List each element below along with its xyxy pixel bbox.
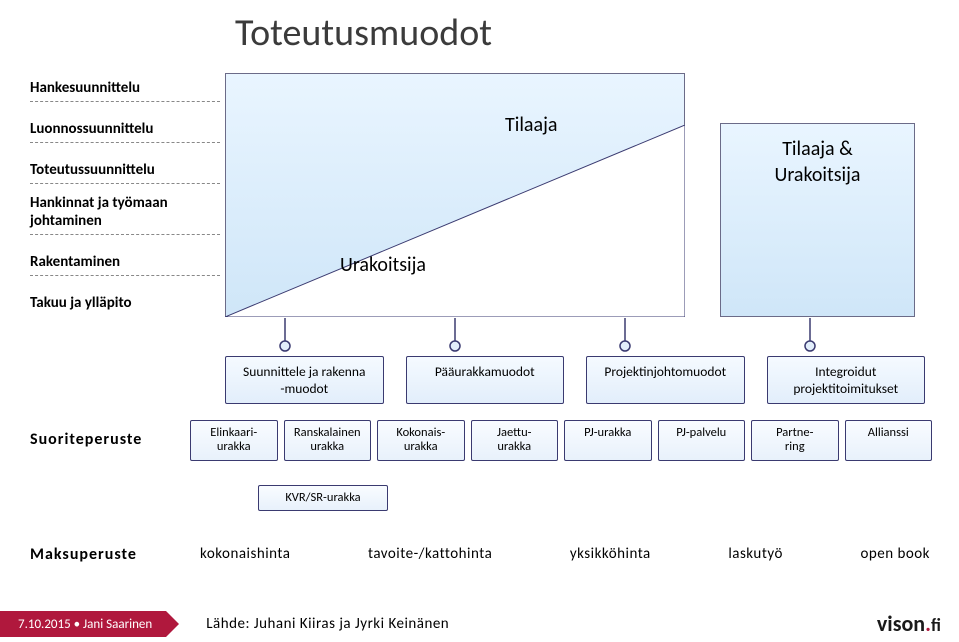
footer: 7.10.2015 • Jani Saarinen Lähde: Juhani … bbox=[0, 606, 959, 642]
suorite-box: Ranskalainenurakka bbox=[284, 420, 372, 461]
maksu-item: tavoite-/kattohinta bbox=[368, 545, 492, 563]
sbox-l1: PJ-palvelu bbox=[676, 425, 726, 440]
category-box: Projektinjohtomuodot bbox=[586, 356, 745, 404]
phase-label: Toteutussuunnittelu bbox=[30, 143, 220, 184]
phase-label: Takuu ja ylläpito bbox=[30, 276, 220, 316]
suorite-box: Kokonais-urakka bbox=[377, 420, 465, 461]
sbox-l2: urakka bbox=[497, 439, 531, 454]
suorite-box: Jaettu-urakka bbox=[471, 420, 559, 461]
sbox-l2: urakka bbox=[217, 439, 251, 454]
logo-tld: fi bbox=[931, 614, 941, 636]
phase-column: Hankesuunnittelu Luonnossuunnittelu Tote… bbox=[30, 75, 220, 316]
suorite-box: PJ-urakka bbox=[564, 420, 652, 461]
sbox-l2: urakka bbox=[404, 439, 438, 454]
sbox-l1: Elinkaari- bbox=[210, 425, 257, 440]
maksu-row: kokonaishinta tavoite-/kattohinta yksikk… bbox=[200, 545, 930, 563]
category-row: Suunnittele ja rakenna -muodot Pääurakka… bbox=[225, 356, 925, 404]
urakoitsija-label: Urakoitsija bbox=[340, 253, 426, 277]
category-label: Projektinjohtomuodot bbox=[604, 363, 726, 380]
category-box: Pääurakkamuodot bbox=[406, 356, 565, 404]
sbox-l2: ring bbox=[785, 439, 805, 454]
suorite-box: PJ-palvelu bbox=[658, 420, 746, 461]
connector bbox=[810, 318, 811, 346]
category-box: Suunnittele ja rakenna -muodot bbox=[225, 356, 384, 404]
phase-label: Luonnossuunnittelu bbox=[30, 102, 220, 143]
urakoitsija-triangle bbox=[225, 125, 685, 317]
category-box: Integroidut projektitoimitukset bbox=[767, 356, 926, 404]
sbox-l1: Allianssi bbox=[868, 425, 909, 440]
vison-logo: vison.fi bbox=[877, 610, 941, 637]
connector bbox=[625, 318, 626, 346]
maksuperuste-label: Maksuperuste bbox=[30, 545, 137, 564]
connector bbox=[285, 318, 286, 346]
kvr-row: KVR/SR-urakka bbox=[258, 485, 388, 511]
category-label: Integroidut projektitoimitukset bbox=[793, 363, 898, 397]
sbox-l1: Kokonais- bbox=[396, 425, 445, 440]
phase-label: Hankinnat ja työmaan johtaminen bbox=[30, 184, 220, 235]
suorite-box: Allianssi bbox=[845, 420, 933, 461]
connector-row bbox=[225, 318, 925, 356]
sbox-l1: Jaettu- bbox=[497, 425, 531, 440]
phase-label: Rakentaminen bbox=[30, 235, 220, 276]
phase-label: Hankesuunnittelu bbox=[30, 75, 220, 102]
tilurak-line2: Urakoitsija bbox=[774, 163, 860, 187]
sbox-l2: urakka bbox=[310, 439, 344, 454]
connector bbox=[455, 318, 456, 346]
sbox-l1: Ranskalainen bbox=[294, 425, 361, 440]
category-label: Pääurakkamuodot bbox=[435, 363, 535, 380]
logo-main: vison bbox=[877, 610, 925, 637]
suorite-box: Partne-ring bbox=[751, 420, 839, 461]
sbox-l1: Partne- bbox=[776, 425, 813, 440]
maksu-item: yksikköhinta bbox=[570, 545, 651, 563]
sbox-l1: PJ-urakka bbox=[584, 425, 631, 440]
maksu-item: laskutyö bbox=[728, 545, 783, 563]
suoriteperuste-label: Suoriteperuste bbox=[30, 430, 142, 449]
suorite-row: Elinkaari-urakka Ranskalainenurakka Koko… bbox=[190, 420, 932, 461]
page-title: Toteutusmuodot bbox=[235, 10, 492, 56]
maksu-item: open book bbox=[860, 545, 930, 563]
tilaaja-urakoitsija-box: Tilaaja & Urakoitsija bbox=[720, 123, 915, 317]
main-diagram: Tilaaja Urakoitsija Tilaaja & Urakoitsij… bbox=[225, 73, 925, 318]
kvr-box: KVR/SR-urakka bbox=[258, 485, 388, 511]
suorite-box: Elinkaari-urakka bbox=[190, 420, 278, 461]
category-label: Suunnittele ja rakenna -muodot bbox=[243, 363, 365, 397]
maksu-item: kokonaishinta bbox=[200, 545, 290, 563]
footer-date-author: 7.10.2015 • Jani Saarinen bbox=[0, 611, 166, 637]
tilurak-line1: Tilaaja & bbox=[782, 137, 853, 161]
footer-source: Lähde: Juhani Kiiras ja Jyrki Keinänen bbox=[206, 615, 449, 633]
